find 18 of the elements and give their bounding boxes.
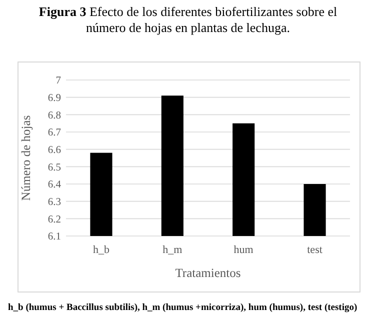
y-tick-label: 6.1 xyxy=(48,232,61,243)
y-tick-label: 6.6 xyxy=(48,145,61,156)
y-tick-label: 7 xyxy=(56,76,61,87)
y-tick-label: 6.3 xyxy=(48,197,61,208)
y-tick-label: 6.2 xyxy=(48,214,61,226)
y-tick-label: 6.9 xyxy=(48,93,61,104)
x-tick-label: h_m xyxy=(162,244,183,256)
chart-title: Figura 3 Efecto de los diferentes biofertilizantes sobre el número de hojas en plantas de lechuga. xyxy=(38,4,338,35)
y-tick-label: 6.8 xyxy=(48,110,61,122)
x-axis-title: Tratamientos xyxy=(175,266,241,280)
y-axis-title: Número de hojas xyxy=(19,115,33,201)
y-tick-label: 6.4 xyxy=(48,180,62,191)
x-tick-label: test xyxy=(307,244,322,256)
x-tick-label: h_b xyxy=(92,244,110,256)
text: h_b (humus + Baccillus subtilis), h_m (humus +micorriza), hum (humus), test (testigo) xyxy=(8,303,358,313)
x-tick-label: hum xyxy=(234,244,254,256)
y-tick-label: 6.5 xyxy=(48,162,61,174)
y-tick-label: 6.7 xyxy=(48,128,61,139)
